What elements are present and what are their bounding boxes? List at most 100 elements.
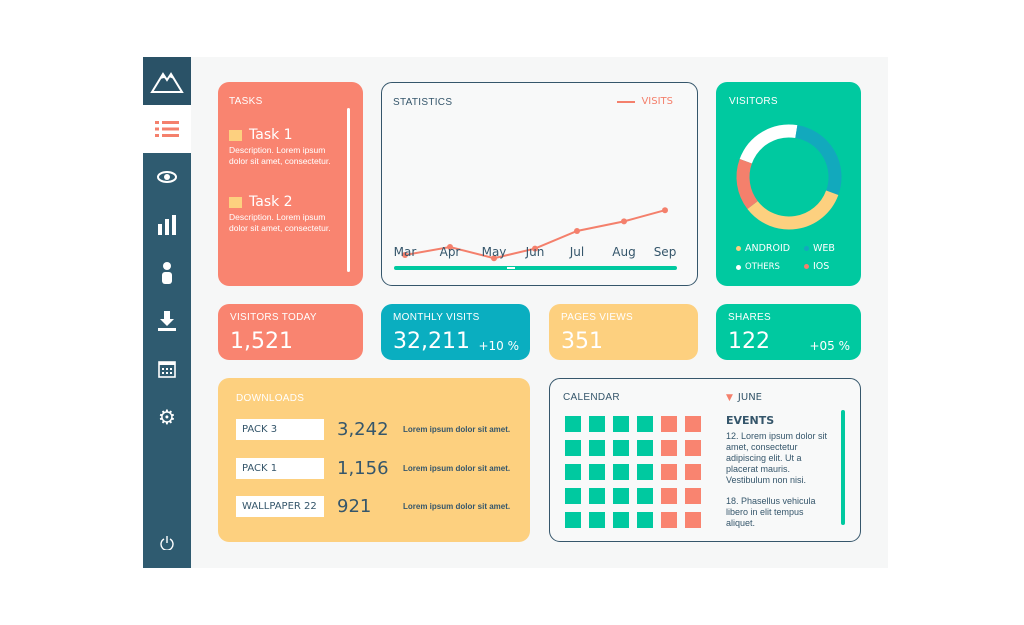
download-item[interactable]: WALLPAPER 22 921 Lorem ipsum dolor sit ame… xyxy=(236,495,510,517)
month-selector[interactable]: ▼ JUNE xyxy=(726,392,762,403)
calendar-day[interactable] xyxy=(565,416,581,432)
donut-segment-ios[interactable] xyxy=(736,159,758,210)
mountain-logo-icon[interactable] xyxy=(143,57,191,105)
calendar-day[interactable] xyxy=(637,464,653,480)
calendar-day[interactable] xyxy=(565,440,581,456)
calendar-day[interactable] xyxy=(685,440,701,456)
calendar-icon[interactable] xyxy=(143,345,191,393)
legend-line-icon xyxy=(617,100,636,103)
line-chart: Mar Apr May Jun Jul Aug Sep xyxy=(394,207,677,262)
visitors-today-card: VISITORS TODAY 1,521 xyxy=(218,304,363,360)
downloads-card: DOWNLOADS PACK 3 3,242 Lorem ipsum dolor s… xyxy=(218,378,530,542)
calendar-day[interactable] xyxy=(661,464,677,480)
x-tick-label: Jun xyxy=(525,245,545,259)
calendar-day[interactable] xyxy=(613,416,629,432)
stat-value: 122 xyxy=(728,329,770,354)
tasks-scrollbar[interactable] xyxy=(347,108,350,272)
download-label: PACK 1 xyxy=(236,457,324,479)
download-item[interactable]: PACK 1 1,156 Lorem ipsum dolor sit amet. xyxy=(236,457,510,479)
calendar-day[interactable] xyxy=(565,512,581,528)
month-label: JUNE xyxy=(737,392,762,403)
calendar-day[interactable] xyxy=(565,464,581,480)
pages-views-card: PAGES VIEWS 351 xyxy=(549,304,698,360)
tasks-card: TASKS Task 1 Description. Lorem ipsum do… xyxy=(218,82,363,286)
stat-change: +05 % xyxy=(809,339,850,353)
slider-handle[interactable] xyxy=(507,267,515,269)
calendar-day[interactable] xyxy=(661,488,677,504)
stat-title: SHARES xyxy=(728,312,771,323)
calendar-day[interactable] xyxy=(685,512,701,528)
data-point[interactable] xyxy=(574,228,580,234)
stat-value: 351 xyxy=(561,329,603,354)
calendar-day[interactable] xyxy=(661,416,677,432)
calendar-day[interactable] xyxy=(589,512,605,528)
x-tick-label: Sep xyxy=(654,245,677,259)
donut-segment-others[interactable] xyxy=(739,124,798,164)
calendar-day[interactable] xyxy=(685,488,701,504)
dropdown-triangle-icon: ▼ xyxy=(726,392,733,403)
download-count: 3,242 xyxy=(337,418,389,440)
events-scrollbar[interactable] xyxy=(841,410,845,525)
calendar-day[interactable] xyxy=(589,416,605,432)
calendar-day[interactable] xyxy=(589,488,605,504)
calendar-day[interactable] xyxy=(685,416,701,432)
eye-icon[interactable] xyxy=(143,153,191,201)
tasks-title: TASKS xyxy=(229,96,263,107)
calendar-day[interactable] xyxy=(637,512,653,528)
data-point[interactable] xyxy=(662,207,668,214)
download-item[interactable]: PACK 3 3,242 Lorem ipsum dolor sit amet. xyxy=(236,418,510,440)
x-tick-label: May xyxy=(482,245,507,259)
calendar-day[interactable] xyxy=(637,440,653,456)
legend-others: OTHERS xyxy=(736,262,780,272)
stat-title: MONTHLY VISITS xyxy=(393,312,480,323)
download-label: PACK 3 xyxy=(236,418,324,440)
calendar-day[interactable] xyxy=(589,440,605,456)
calendar-day[interactable] xyxy=(613,512,629,528)
calendar-grid xyxy=(565,416,701,528)
calendar-day[interactable] xyxy=(661,440,677,456)
download-count: 921 xyxy=(337,495,372,517)
task-description: Description. Lorem ipsum dolor sit amet,… xyxy=(229,212,331,233)
calendar-day[interactable] xyxy=(613,464,629,480)
power-icon[interactable] xyxy=(143,519,191,567)
x-tick-label: Aug xyxy=(612,245,635,259)
user-icon[interactable] xyxy=(143,249,191,297)
list-icon[interactable] xyxy=(143,105,191,153)
task-name: Task 1 xyxy=(249,127,293,143)
data-point[interactable] xyxy=(447,244,453,250)
donut-segment-web[interactable] xyxy=(795,125,842,195)
calendar-day[interactable] xyxy=(637,488,653,504)
data-point[interactable] xyxy=(491,255,497,262)
data-point[interactable] xyxy=(532,245,538,252)
stat-change: +10 % xyxy=(478,339,519,353)
task-item[interactable]: Task 2 Description. Lorem ipsum dolor si… xyxy=(229,194,339,234)
calendar-day[interactable] xyxy=(613,488,629,504)
data-point[interactable] xyxy=(621,218,627,225)
calendar-day[interactable] xyxy=(589,464,605,480)
download-count: 1,156 xyxy=(337,457,389,479)
legend-android: ANDROID xyxy=(736,243,790,254)
donut-segment-android[interactable] xyxy=(747,190,839,230)
statistics-title: STATISTICS xyxy=(393,97,453,108)
bar-chart-icon[interactable] xyxy=(143,201,191,249)
event-item: 18. Phasellus vehicula libero in elit te… xyxy=(726,496,816,528)
statistics-card: STATISTICS VISITS Mar Apr May Jun Jul Aug Sep xyxy=(381,82,698,286)
data-point[interactable] xyxy=(402,252,408,258)
download-icon[interactable] xyxy=(143,297,191,345)
calendar-day[interactable] xyxy=(565,488,581,504)
gear-icon[interactable]: ⚙ xyxy=(158,405,176,429)
x-tick-label: Jul xyxy=(569,245,584,259)
calendar-day[interactable] xyxy=(637,416,653,432)
task-marker-icon xyxy=(229,129,242,141)
download-label: WALLPAPER 22 xyxy=(236,495,324,517)
x-tick-label: Mar xyxy=(394,245,417,259)
task-item[interactable]: Task 1 Description. Lorem ipsum dolor si… xyxy=(229,127,339,167)
chart-legend: VISITS xyxy=(617,96,673,107)
calendar-day[interactable] xyxy=(685,464,701,480)
chart-range-slider[interactable] xyxy=(394,266,677,270)
visitors-title: VISITORS xyxy=(729,96,778,107)
calendar-day[interactable] xyxy=(613,440,629,456)
calendar-day[interactable] xyxy=(661,512,677,528)
download-text: Lorem ipsum dolor sit amet. xyxy=(403,463,511,473)
legend-web: WEB xyxy=(804,243,835,254)
